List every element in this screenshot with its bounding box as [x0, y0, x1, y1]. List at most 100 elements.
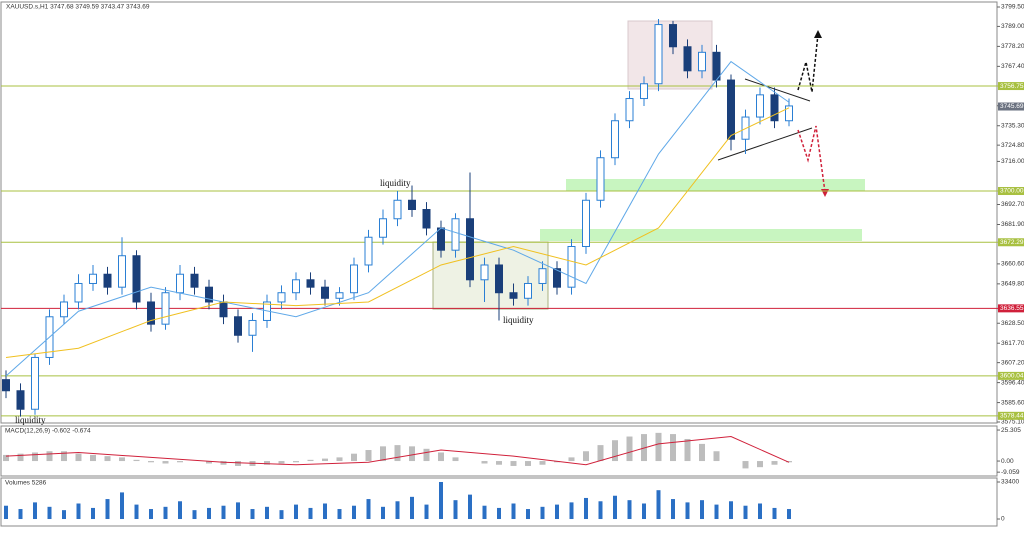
- volume-bar: [714, 504, 719, 520]
- y-tick-label: 3735.30: [1001, 122, 1024, 129]
- macd-bar: [670, 434, 676, 462]
- volume-bar: [62, 510, 66, 520]
- candle-body: [596, 157, 605, 201]
- candle-body: [147, 301, 155, 325]
- macd-bar: [3, 454, 9, 462]
- candle-body: [408, 199, 416, 211]
- macd-bar: [394, 445, 401, 462]
- macd-bar: [119, 457, 125, 462]
- volume-bar: [120, 492, 124, 520]
- price-panel: [0, 1, 998, 424]
- level-label: 3578.44: [1000, 413, 1024, 420]
- macd-bar: [177, 461, 183, 463]
- candle-body: [176, 273, 184, 294]
- macd-bar: [525, 461, 531, 466]
- macd-bar: [307, 459, 314, 462]
- volume-bar: [265, 506, 269, 520]
- macd-bar: [32, 452, 38, 462]
- y-tick-label: 3575.10: [1001, 419, 1024, 426]
- y-tick-label: 3596.40: [1001, 379, 1024, 386]
- volume-bar: [163, 506, 168, 520]
- volume-bar: [279, 510, 284, 520]
- volume-bar: [584, 497, 588, 520]
- macd-tick-label: 25.305: [1001, 427, 1021, 434]
- y-tick-label: 3799.50: [1001, 4, 1024, 11]
- macd-bar: [46, 451, 53, 462]
- volume-bar: [134, 504, 139, 520]
- macd-bar: [409, 446, 415, 462]
- candle-body: [118, 255, 126, 288]
- candle-body: [292, 279, 300, 294]
- volume-bar: [555, 504, 559, 520]
- volume-bar: [33, 502, 37, 520]
- volume-bar: [613, 495, 617, 520]
- candle-body: [451, 218, 460, 251]
- volume-bar: [642, 503, 646, 520]
- volume-bar: [178, 501, 182, 520]
- volume-bar: [787, 509, 791, 520]
- volume-bar: [236, 502, 240, 520]
- demand-zone: [540, 229, 862, 241]
- annotation: liquidity: [15, 415, 46, 425]
- macd-bar: [365, 450, 372, 462]
- y-tick-label: 3660.60: [1001, 261, 1024, 268]
- macd-bar: [539, 461, 546, 465]
- volume-bar: [468, 494, 472, 520]
- volume-bar: [18, 509, 23, 520]
- volume-panel: [0, 477, 998, 527]
- macd-title: MACD(12,26,9) -0.602 -0.674: [5, 428, 91, 435]
- volume-bar: [381, 506, 385, 520]
- macd-bar: [148, 461, 154, 463]
- volume-bar: [526, 509, 530, 520]
- current-price-label: 3745.69: [1000, 103, 1024, 110]
- moving-average: [5, 107, 790, 358]
- macd-bar: [293, 461, 299, 463]
- candle-body: [480, 264, 489, 281]
- macd-bar: [278, 461, 285, 464]
- candle-body: [74, 282, 83, 303]
- y-tick-label: 3778.20: [1001, 43, 1024, 50]
- candle-body: [89, 273, 97, 284]
- macd-bar: [162, 461, 169, 464]
- y-tick-label: 3585.60: [1001, 399, 1024, 406]
- candle-body: [727, 79, 735, 140]
- macd-bar: [351, 453, 357, 462]
- candle-body: [582, 199, 590, 247]
- candle-body: [611, 120, 619, 159]
- level-label: 3672.29: [1000, 239, 1024, 246]
- volume-bar: [76, 503, 81, 520]
- demand-zone: [566, 179, 865, 191]
- macd-signal: [5, 436, 790, 466]
- volume-bar: [453, 500, 458, 520]
- candle-body: [60, 301, 68, 318]
- macd-bar: [380, 446, 386, 462]
- macd-bar: [583, 451, 589, 462]
- volume-bar: [337, 509, 342, 520]
- volume-bar: [482, 505, 487, 520]
- volume-bar: [352, 505, 356, 520]
- candle-body: [698, 51, 706, 72]
- macd-bar: [713, 451, 720, 462]
- macd-bar: [336, 457, 343, 462]
- macd-bar: [423, 448, 430, 462]
- volume-bar: [149, 509, 153, 520]
- candle-body: [524, 282, 532, 299]
- macd-bar: [757, 461, 763, 468]
- level-label-bg: [998, 238, 1024, 247]
- volume-bar: [221, 505, 226, 520]
- macd-bar: [235, 461, 241, 466]
- volume-tick-label: 33400: [1001, 479, 1019, 486]
- volume-bar: [497, 507, 501, 520]
- candle-body: [422, 209, 431, 229]
- candle-body: [161, 292, 170, 325]
- volume-bar: [250, 509, 255, 520]
- moving-average: [5, 60, 790, 377]
- triangle-line: [717, 127, 813, 161]
- candle-body: [538, 268, 547, 284]
- volume-bar: [192, 510, 197, 520]
- macd-bar: [626, 436, 633, 462]
- volume-bar: [308, 507, 313, 520]
- candle-body: [103, 273, 112, 288]
- candle-body: [379, 218, 387, 238]
- y-tick-label: 3681.90: [1001, 221, 1024, 228]
